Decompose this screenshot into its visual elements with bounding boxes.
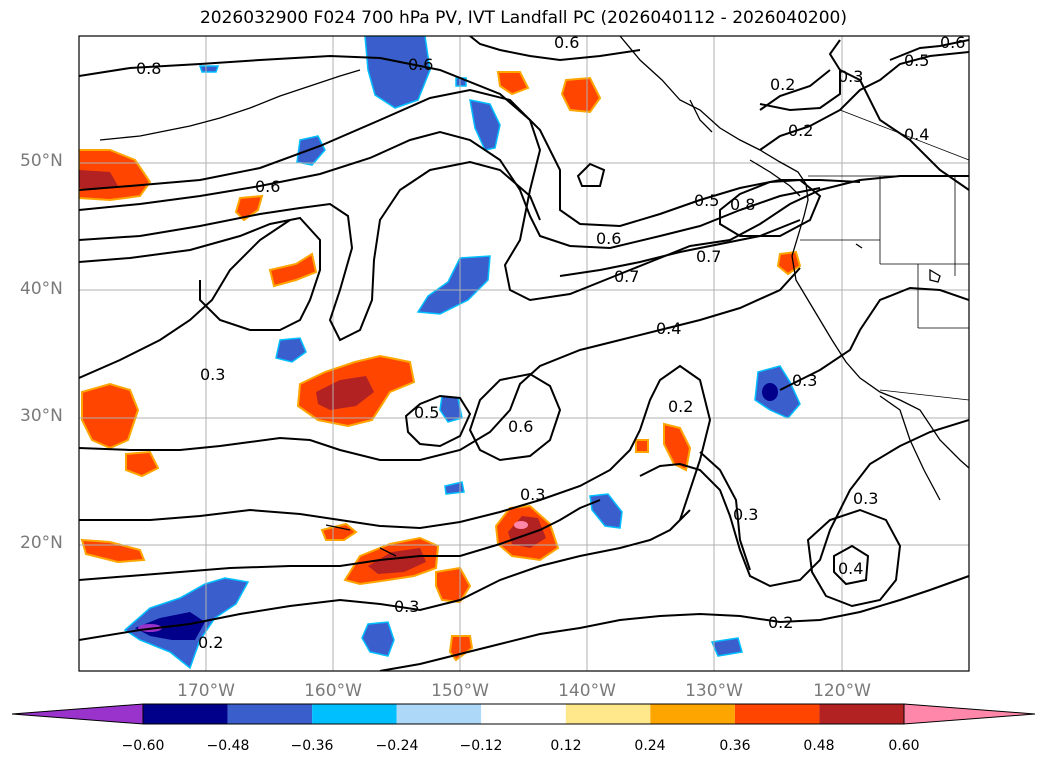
contour-label: 0.7 bbox=[614, 267, 639, 286]
contour-label: 0.3 bbox=[733, 505, 758, 524]
positive-anomaly bbox=[80, 538, 146, 564]
contour-label: 0.3 bbox=[838, 67, 863, 86]
contour-label: 0.3 bbox=[394, 597, 419, 616]
lat-label-40n: 40°N bbox=[20, 279, 63, 299]
colorbar-swatch bbox=[227, 704, 313, 724]
contour-label: 0.3 bbox=[200, 365, 225, 384]
contour-label: 0.6 bbox=[554, 33, 579, 52]
negative-anomaly bbox=[469, 99, 501, 151]
colorbar-tick: 0.48 bbox=[803, 738, 835, 754]
contour-label: 0.3 bbox=[792, 371, 817, 390]
positive-anomaly-extreme bbox=[514, 521, 528, 529]
negative-anomaly bbox=[361, 621, 395, 657]
contour-label: 0.5 bbox=[694, 191, 719, 210]
colorbar-swatch bbox=[819, 704, 904, 724]
contour-label: 0.6 bbox=[596, 229, 621, 248]
positive-anomaly-core bbox=[316, 376, 374, 410]
contour-label: 0.5 bbox=[414, 403, 439, 422]
positive-anomaly bbox=[81, 382, 140, 450]
contour-label: 0.4 bbox=[656, 319, 681, 338]
negative-anomaly-core bbox=[762, 383, 778, 401]
anomaly-shading bbox=[79, 36, 802, 670]
contour-label: 0.2 bbox=[768, 613, 793, 632]
lon-label-170w: 170°W bbox=[177, 681, 235, 701]
lat-label-30n: 30°N bbox=[20, 406, 63, 426]
contour-label: 0.7 bbox=[696, 247, 721, 266]
graticule bbox=[79, 36, 969, 671]
colorbar-tick: 0.36 bbox=[719, 738, 751, 754]
colorbar-swatch bbox=[396, 704, 482, 724]
contour-label: 0.2 bbox=[788, 121, 813, 140]
map-frame bbox=[78, 35, 970, 672]
negative-anomaly bbox=[364, 36, 431, 109]
colorbar-tick: −0.48 bbox=[206, 738, 250, 754]
colorbar-swatch bbox=[143, 704, 228, 724]
contour-label: 0.8 bbox=[730, 195, 755, 214]
negative-anomaly bbox=[589, 493, 623, 529]
colorbar-extend-max bbox=[903, 703, 1036, 725]
colorbar-swatch bbox=[734, 704, 820, 724]
contour-labels: 0.8 0.6 0.6 0.5 0.2 0.3 0.2 0.4 0.6 0.5 … bbox=[136, 33, 965, 652]
positive-anomaly bbox=[560, 76, 602, 114]
map-title: 2026032900 F024 700 hPa PV, IVT Landfall… bbox=[199, 8, 847, 28]
negative-anomaly bbox=[416, 255, 491, 315]
colorbar-swatch bbox=[565, 704, 651, 724]
lon-label-130w: 130°W bbox=[685, 681, 743, 701]
positive-anomaly bbox=[320, 522, 358, 541]
positive-anomaly bbox=[635, 439, 649, 453]
contour-label: 0.6 bbox=[255, 177, 280, 196]
contour-label: 0.2 bbox=[668, 397, 693, 416]
negative-anomaly bbox=[296, 135, 326, 166]
colorbar-tick: −0.12 bbox=[459, 738, 503, 754]
lat-label-50n: 50°N bbox=[20, 151, 63, 171]
political-borders bbox=[800, 109, 970, 401]
contour-label: 0.2 bbox=[198, 633, 223, 652]
positive-anomaly bbox=[268, 252, 318, 288]
colorbar-tick: 0.12 bbox=[550, 738, 582, 754]
contour-label: 0.3 bbox=[520, 485, 545, 504]
negative-anomaly bbox=[198, 65, 220, 73]
lon-label-120w: 120°W bbox=[813, 681, 871, 701]
contour-label: 0.4 bbox=[838, 559, 863, 578]
colorbar-extend-min bbox=[11, 703, 144, 725]
contour-label: 0.6 bbox=[408, 55, 433, 74]
colorbar-tick: −0.24 bbox=[375, 738, 419, 754]
colorbar-tick: −0.36 bbox=[290, 738, 334, 754]
colorbar-tick: 0.24 bbox=[634, 738, 666, 754]
pv-contours bbox=[79, 36, 969, 671]
coastline bbox=[99, 36, 969, 557]
lon-label-150w: 150°W bbox=[431, 681, 489, 701]
contour-label: 0.6 bbox=[940, 33, 965, 52]
negative-anomaly bbox=[710, 637, 743, 657]
lon-label-160w: 160°W bbox=[304, 681, 362, 701]
contour-label: 0.3 bbox=[853, 489, 878, 508]
colorbar-tick: −0.60 bbox=[121, 738, 165, 754]
colorbar-swatch bbox=[481, 704, 566, 724]
positive-anomaly bbox=[663, 422, 692, 472]
negative-anomaly bbox=[444, 481, 465, 495]
negative-anomaly bbox=[275, 337, 307, 363]
contour-label: 0.4 bbox=[904, 125, 929, 144]
colorbar-tick: 0.60 bbox=[888, 738, 920, 754]
colorbar-swatch bbox=[312, 704, 397, 724]
contour-label: 0.6 bbox=[508, 417, 533, 436]
colorbar bbox=[11, 703, 1036, 725]
contour-label: 0.8 bbox=[136, 59, 161, 78]
positive-anomaly-core bbox=[79, 170, 118, 190]
positive-anomaly-core bbox=[368, 548, 426, 574]
contour-label: 0.2 bbox=[770, 75, 795, 94]
positive-anomaly bbox=[496, 71, 530, 96]
lon-label-140w: 140°W bbox=[558, 681, 616, 701]
contour-label: 0.5 bbox=[904, 51, 929, 70]
colorbar-swatch bbox=[650, 704, 735, 724]
lat-label-20n: 20°N bbox=[20, 533, 63, 553]
positive-anomaly bbox=[125, 450, 160, 478]
